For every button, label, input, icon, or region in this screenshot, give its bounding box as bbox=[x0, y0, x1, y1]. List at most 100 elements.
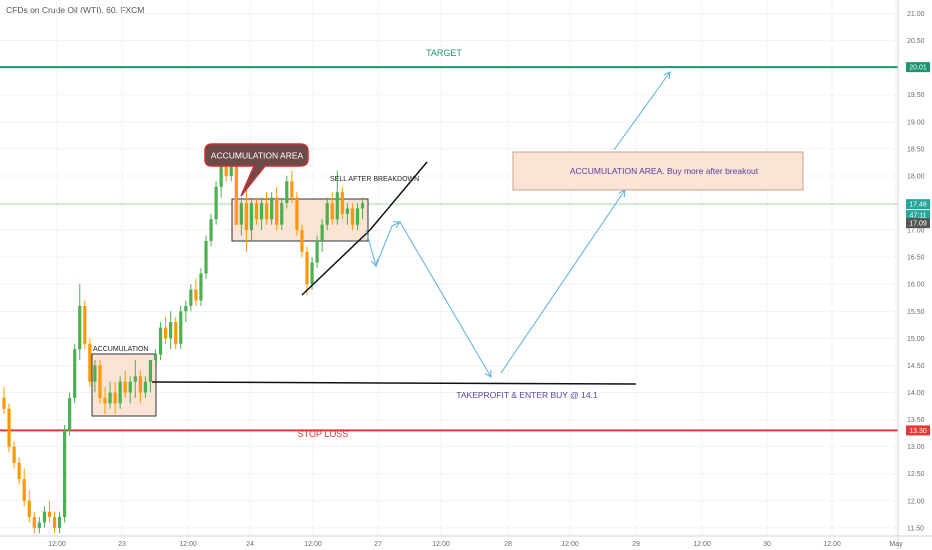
price-label-box bbox=[906, 62, 930, 73]
candle-body bbox=[42, 511, 46, 523]
candle bbox=[153, 349, 158, 366]
price-label-box bbox=[906, 218, 930, 229]
candle-body bbox=[259, 203, 264, 220]
candle bbox=[360, 197, 365, 220]
candle-body bbox=[143, 381, 147, 393]
candle-body bbox=[355, 208, 360, 225]
y-tick-label: 21.00 bbox=[907, 11, 925, 18]
candle bbox=[93, 360, 97, 393]
price-label: 47:11 bbox=[910, 213, 927, 220]
candle-body bbox=[164, 327, 168, 339]
price-label: 13.30 bbox=[909, 428, 927, 435]
y-tick-label: 11.50 bbox=[907, 525, 924, 532]
candle bbox=[143, 376, 147, 398]
candle bbox=[194, 278, 198, 306]
candle-body bbox=[47, 511, 52, 518]
candle bbox=[113, 381, 117, 415]
x-tick-label: 12:00 bbox=[304, 541, 322, 548]
candle-body bbox=[229, 165, 233, 176]
candle bbox=[12, 441, 16, 469]
candle bbox=[234, 159, 238, 225]
candle bbox=[32, 511, 36, 534]
candle-body bbox=[270, 197, 274, 220]
candle-body bbox=[88, 343, 92, 382]
candle-body bbox=[128, 381, 132, 393]
price-label: 17.09 bbox=[909, 221, 927, 228]
x-tick-label: May bbox=[889, 541, 903, 548]
candle-body bbox=[73, 349, 77, 398]
price-label-box bbox=[906, 425, 930, 436]
y-tick-label: 19.00 bbox=[907, 119, 925, 126]
candle bbox=[118, 376, 122, 409]
y-tick-label: 16.00 bbox=[907, 282, 925, 289]
candle bbox=[239, 197, 243, 236]
x-tick-label: 12:00 bbox=[561, 541, 579, 548]
candle-body bbox=[214, 186, 218, 220]
candle bbox=[244, 186, 248, 252]
candle bbox=[22, 468, 26, 507]
price-label-box bbox=[906, 210, 930, 221]
candle-body bbox=[239, 203, 243, 225]
y-tick-label: 15.50 bbox=[907, 309, 925, 316]
candle-body bbox=[254, 203, 259, 220]
candle-body bbox=[138, 376, 142, 393]
candle-body bbox=[37, 522, 41, 528]
candle bbox=[325, 197, 329, 231]
candle bbox=[179, 305, 183, 350]
candles bbox=[2, 148, 365, 534]
candle bbox=[275, 186, 279, 231]
candle bbox=[37, 517, 41, 534]
candle-body bbox=[310, 262, 314, 285]
candle-body bbox=[32, 517, 36, 528]
candle-body bbox=[340, 192, 344, 214]
accumulation-box-2 bbox=[231, 198, 369, 242]
candle-body bbox=[98, 365, 102, 398]
x-tick-label: 30 bbox=[763, 541, 771, 548]
candle bbox=[340, 186, 344, 220]
candle-body bbox=[118, 381, 122, 404]
candle-body bbox=[148, 360, 153, 382]
candle-body bbox=[285, 181, 289, 204]
candle-body bbox=[184, 305, 188, 312]
support-trendline bbox=[301, 229, 371, 296]
candle-body bbox=[83, 305, 87, 344]
candle bbox=[88, 338, 92, 388]
candle bbox=[138, 370, 142, 404]
takeprofit-line bbox=[151, 381, 637, 385]
sell-after-breakdown-label: SELL AFTER BREAKDOWN bbox=[330, 176, 419, 183]
candle-body bbox=[335, 192, 339, 220]
x-tick-label: 29 bbox=[632, 541, 640, 548]
candle bbox=[209, 213, 213, 247]
candle-body bbox=[108, 392, 112, 404]
candle-body bbox=[280, 203, 284, 225]
candle bbox=[123, 370, 127, 398]
x-tick-label: 12:00 bbox=[693, 541, 711, 548]
candle-body bbox=[315, 240, 319, 263]
candle-body bbox=[219, 159, 223, 187]
candle-body bbox=[199, 273, 203, 301]
candle bbox=[330, 192, 334, 225]
accumulation-note-box bbox=[512, 151, 804, 191]
candle-body bbox=[345, 208, 349, 214]
candle-body bbox=[68, 397, 72, 431]
candle bbox=[254, 197, 259, 225]
candle-body bbox=[244, 203, 248, 231]
candle bbox=[259, 197, 264, 231]
x-tick-label: 12:00 bbox=[823, 541, 841, 548]
candle-body bbox=[153, 354, 158, 361]
candle bbox=[47, 500, 52, 523]
y-tick-label: 14.50 bbox=[907, 363, 925, 370]
candle bbox=[199, 268, 203, 306]
candle bbox=[164, 316, 168, 344]
candle bbox=[290, 170, 294, 204]
candle-body bbox=[123, 381, 127, 393]
candle-body bbox=[27, 500, 31, 518]
y-tick-label: 15.00 bbox=[907, 336, 925, 343]
price-levels bbox=[0, 66, 898, 432]
candle bbox=[300, 224, 304, 258]
y-tick-label: 13.50 bbox=[907, 417, 925, 424]
candle bbox=[42, 506, 46, 528]
forecast-arrowhead bbox=[392, 221, 401, 229]
candle-body bbox=[300, 230, 304, 252]
